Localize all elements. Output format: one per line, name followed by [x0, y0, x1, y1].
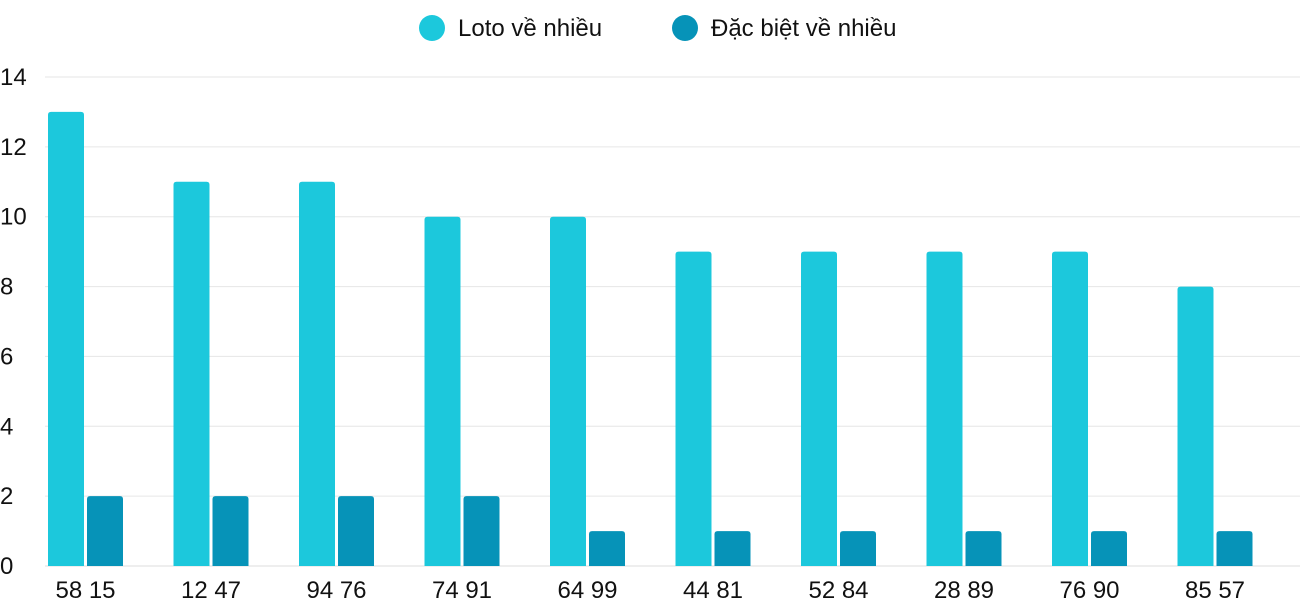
- y-tick-label: 4: [0, 413, 13, 440]
- x-tick-label: 12 47: [181, 577, 241, 600]
- y-tick-label: 12: [0, 134, 27, 161]
- y-tick-label: 2: [0, 483, 13, 510]
- x-tick-label: 94 76: [306, 577, 366, 600]
- bar-loto: [1177, 286, 1214, 566]
- chart-gridlines: [45, 76, 1300, 567]
- legend-label-dac-biet: Đặc biệt về nhiều: [711, 15, 896, 42]
- x-tick-label: 64 99: [557, 577, 617, 600]
- legend-item-dac-biet: Đặc biệt về nhiều: [672, 15, 896, 42]
- x-axis-ticks: 58 15 12 47 94 76 74 91 64 99 44 81 52 84 28 89…: [55, 577, 1245, 600]
- bar-loto: [1052, 251, 1088, 566]
- bar-loto: [48, 111, 84, 566]
- legend-item-loto: Loto về nhiều: [419, 15, 602, 42]
- legend-label-loto: Loto về nhiều: [458, 15, 602, 42]
- bar-dac-biet: [87, 496, 123, 566]
- bar-loto: [299, 181, 335, 567]
- bar-dac-biet: [714, 531, 751, 566]
- x-tick-label: 58 15: [55, 577, 115, 600]
- x-tick-label: 76 90: [1059, 577, 1119, 600]
- bar-dac-biet: [840, 531, 876, 566]
- bar-dac-biet: [589, 531, 625, 566]
- x-tick-label: 74 91: [432, 577, 492, 600]
- x-tick-label: 44 81: [683, 577, 743, 600]
- bar-loto: [675, 251, 712, 566]
- chart-bars: [48, 111, 1253, 567]
- bar-loto: [173, 181, 210, 567]
- bar-dac-biet: [1216, 531, 1253, 566]
- bar-dac-biet: [1091, 531, 1127, 566]
- y-tick-label: 10: [0, 204, 27, 231]
- legend-swatch-dac-biet: [672, 15, 698, 41]
- bar-loto: [801, 251, 837, 566]
- bar-loto: [550, 216, 586, 566]
- bar-dac-biet: [965, 531, 1002, 566]
- bar-loto: [926, 251, 963, 566]
- y-tick-label: 8: [0, 274, 13, 301]
- bar-loto: [424, 216, 461, 566]
- bar-dac-biet: [338, 496, 374, 566]
- x-tick-label: 52 84: [808, 577, 868, 600]
- y-tick-label: 14: [0, 64, 27, 91]
- legend-swatch-loto: [419, 15, 445, 41]
- y-axis-ticks: 0 2 4 6 8 10 12 14: [0, 64, 27, 580]
- x-tick-label: 85 57: [1185, 577, 1245, 600]
- bar-dac-biet: [212, 496, 249, 566]
- bar-dac-biet: [463, 496, 500, 566]
- x-tick-label: 28 89: [934, 577, 994, 600]
- y-tick-label: 6: [0, 343, 13, 370]
- y-tick-label: 0: [0, 553, 13, 580]
- chart-legend: Loto về nhiều Đặc biệt về nhiều: [419, 15, 896, 42]
